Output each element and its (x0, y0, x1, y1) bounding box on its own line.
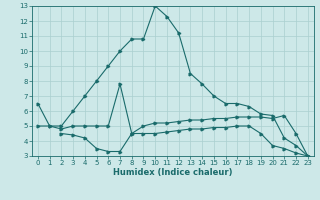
X-axis label: Humidex (Indice chaleur): Humidex (Indice chaleur) (113, 168, 233, 177)
